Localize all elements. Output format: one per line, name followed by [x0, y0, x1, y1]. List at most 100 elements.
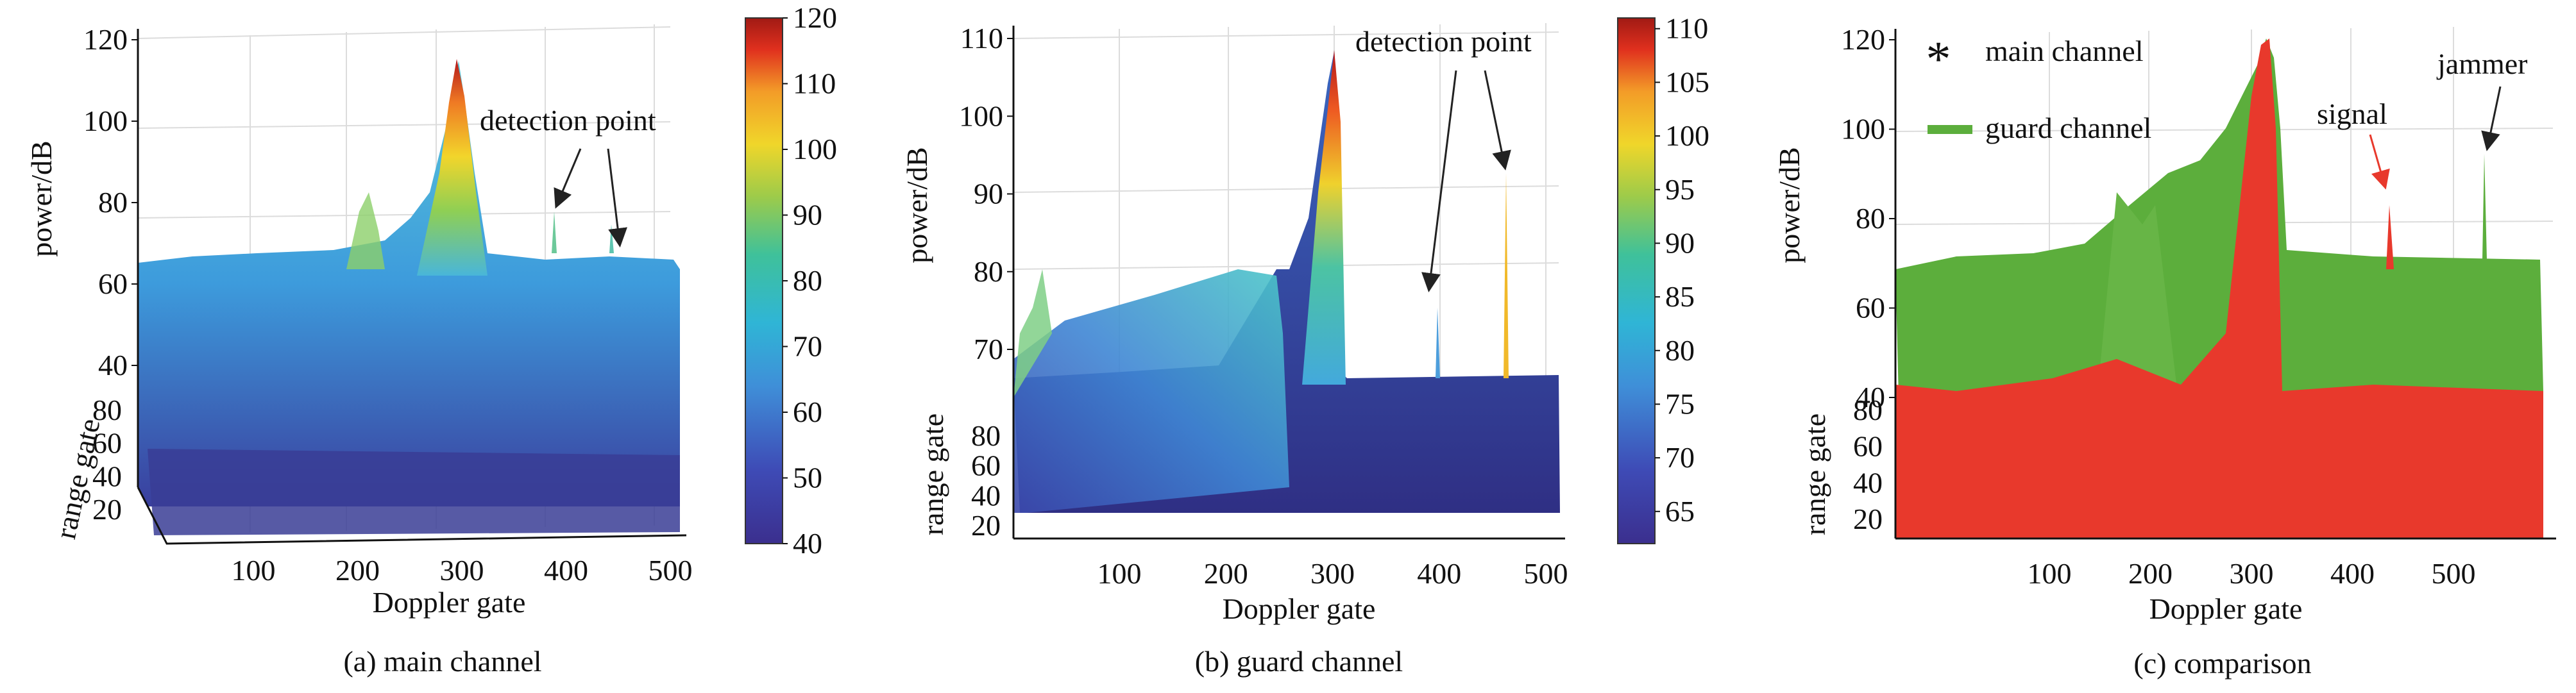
- colorbar-tick-label: 65: [1665, 495, 1695, 528]
- x-axis-label: Doppler gate: [1223, 592, 1376, 625]
- legend-label-main-channel: main channel: [1985, 35, 2144, 67]
- colorbar: 65 70 75 80 85 90 95 100 105 110: [1617, 12, 1709, 544]
- axes: [1012, 26, 1565, 540]
- x-tick-label: 400: [544, 554, 588, 587]
- colorbar-tick-label: 95: [1665, 173, 1695, 206]
- annotation-detection-point: detection point: [480, 104, 656, 137]
- z-axis-label: range gate: [917, 413, 949, 535]
- axes: [1894, 29, 2556, 540]
- colorbar-tick-label: 70: [1665, 441, 1695, 474]
- y-tick-label: 60: [1856, 292, 1885, 324]
- legend: * main channel guard channel: [1926, 31, 2152, 144]
- z-tick-label: 60: [92, 427, 122, 460]
- annotation-signal: signal: [2317, 97, 2387, 130]
- annotation-arrow-jammer: [2481, 86, 2502, 151]
- colorbar-tick-label: 85: [1665, 280, 1695, 313]
- x-tick-label: 400: [1417, 557, 1461, 590]
- caption: (a) main channel: [343, 645, 541, 678]
- y-tick-label: 40: [98, 349, 128, 381]
- y-tick-label: 120: [1841, 23, 1885, 56]
- z-tick-label: 80: [1853, 394, 1883, 426]
- x-tick-label: 200: [335, 554, 380, 587]
- y-tick-label: 110: [960, 22, 1003, 54]
- colorbar-tick-label: 110: [1665, 12, 1708, 45]
- colorbar: 40 50 60 70 80 90 100 110 120: [745, 1, 837, 560]
- y-ticks: 40 60 80 100 120: [1841, 23, 1895, 413]
- x-tick-label: 200: [2128, 557, 2173, 590]
- y-tick-label: 80: [1856, 202, 1885, 235]
- x-tick-label: 500: [648, 554, 693, 587]
- x-tick-label: 300: [1310, 557, 1355, 590]
- colorbar-tick-label: 110: [793, 67, 836, 100]
- main-channel-series: [1895, 38, 2543, 539]
- guard-channel-series: [1895, 38, 2543, 397]
- y-tick-label: 70: [974, 333, 1003, 365]
- colorbar-tick-label: 120: [793, 1, 837, 34]
- x-axis-label: Doppler gate: [373, 586, 526, 619]
- colorbar-tick-label: 70: [793, 330, 822, 363]
- annotation-arrows: [554, 148, 627, 247]
- colorbar-tick-label: 80: [793, 264, 822, 297]
- y-tick-label: 120: [83, 23, 128, 56]
- x-ticks: 100 200 300 400 500: [2028, 557, 2476, 590]
- x-tick-label: 500: [2432, 557, 2476, 590]
- y-tick-label: 90: [974, 178, 1003, 210]
- annotation-jammer: jammer: [2436, 47, 2528, 80]
- y-ticks: 70 80 90 100 110: [959, 22, 1013, 365]
- x-axis-label: Doppler gate: [2149, 592, 2303, 625]
- y-tick-label: 60: [98, 267, 128, 300]
- x-ticks: 100 200 300 400 500: [232, 554, 693, 587]
- colorbar-tick-label: 60: [793, 396, 822, 428]
- colorbar-tick-label: 75: [1665, 387, 1695, 420]
- x-tick-label: 100: [1097, 557, 1142, 590]
- legend-marker-main-channel: *: [1926, 31, 1951, 87]
- annotation-detection-point: detection point: [1355, 25, 1532, 58]
- x-tick-label: 100: [2028, 557, 2072, 590]
- y-tick-label: 100: [1841, 113, 1885, 146]
- z-axis-label: range gate: [1799, 413, 1831, 535]
- annotation-arrows: [1421, 70, 1511, 292]
- z-tick-label: 60: [971, 449, 1001, 482]
- x-ticks: 100 200 300 400 500: [1097, 557, 1568, 590]
- x-tick-label: 200: [1204, 557, 1248, 590]
- colorbar-tick-label: 90: [793, 199, 822, 231]
- y-axis-label: power/dB: [1773, 147, 1806, 263]
- colorbar-tick-label: 50: [793, 462, 822, 494]
- legend-label-guard-channel: guard channel: [1985, 112, 2151, 144]
- x-tick-label: 400: [2330, 557, 2375, 590]
- caption: (b) guard channel: [1195, 645, 1403, 678]
- x-tick-label: 300: [440, 554, 484, 587]
- z-tick-label: 80: [92, 394, 122, 426]
- z-tick-label: 60: [1853, 430, 1883, 463]
- colorbar-tick-label: 100: [1665, 119, 1709, 152]
- x-tick-label: 500: [1524, 557, 1568, 590]
- z-tick-label: 80: [971, 419, 1001, 452]
- surface: [138, 59, 680, 535]
- y-tick-label: 80: [98, 186, 128, 219]
- colorbar-tick-label: 90: [1665, 226, 1695, 259]
- y-axis-label: power/dB: [25, 140, 58, 256]
- z-tick-label: 40: [92, 460, 122, 492]
- y-axis-label: power/dB: [901, 147, 933, 263]
- caption: (c) comparison: [2133, 647, 2311, 680]
- surface: [1013, 50, 1560, 513]
- axes: [137, 29, 687, 545]
- colorbar-ticks: 65 70 75 80 85 90 95 100 105 110: [1655, 12, 1709, 528]
- colorbar-tick-label: 100: [793, 133, 837, 165]
- colorbar-ticks: 40 50 60 70 80 90 100 110 120: [783, 1, 837, 560]
- colorbar-tick-label: 40: [793, 527, 822, 560]
- z-tick-label: 40: [971, 479, 1001, 512]
- x-tick-label: 100: [232, 554, 276, 587]
- z-tick-label: 20: [92, 493, 122, 526]
- z-tick-label: 20: [1853, 503, 1883, 535]
- y-tick-label: 80: [974, 255, 1003, 288]
- colorbar-tick-label: 80: [1665, 334, 1695, 367]
- colorbar-tick-label: 105: [1665, 65, 1709, 98]
